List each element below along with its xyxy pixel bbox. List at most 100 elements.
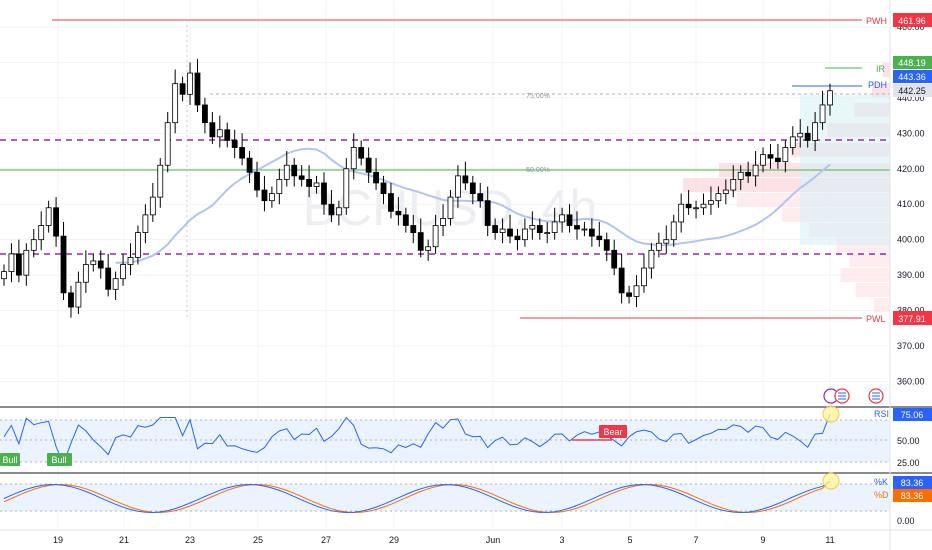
candle-body bbox=[730, 179, 737, 191]
candle-body bbox=[432, 225, 439, 248]
price-tick-label: 420.00 bbox=[897, 164, 925, 174]
candle-body bbox=[514, 235, 521, 241]
svg-text:442.25: 442.25 bbox=[898, 86, 926, 96]
candle-body bbox=[268, 193, 275, 202]
stoch-highlight bbox=[822, 472, 840, 490]
candle-body bbox=[655, 242, 662, 251]
candle-body bbox=[216, 129, 223, 138]
rsi-title: RSI bbox=[874, 409, 889, 419]
candle-body bbox=[752, 164, 759, 177]
candle-body bbox=[194, 72, 201, 106]
svg-text:461.96: 461.96 bbox=[898, 16, 926, 26]
candle-body bbox=[648, 249, 655, 269]
candle-body bbox=[529, 225, 536, 230]
candles bbox=[1, 58, 833, 318]
candle-body bbox=[574, 225, 580, 230]
candle-body bbox=[187, 72, 193, 95]
candle-body bbox=[90, 260, 97, 265]
candle-body bbox=[395, 210, 402, 216]
candle-body bbox=[53, 207, 59, 237]
candle-body bbox=[373, 171, 379, 184]
rsi-pane[interactable]: Bull Bull Bear RSI 75.06 50.00 25.00 bbox=[0, 405, 932, 468]
bull-tag-1: Bull bbox=[0, 453, 20, 466]
candle-body bbox=[127, 257, 134, 265]
svg-text:443.36: 443.36 bbox=[898, 72, 926, 82]
stoch-k-label: %K bbox=[874, 477, 888, 487]
candle-body bbox=[685, 203, 692, 209]
candle-body bbox=[239, 147, 246, 159]
candle-body bbox=[484, 200, 491, 226]
candle-body bbox=[1, 271, 7, 280]
candle-body bbox=[202, 104, 208, 124]
candle-body bbox=[388, 193, 394, 212]
stoch-k-line bbox=[3, 480, 831, 514]
candle-body bbox=[135, 232, 141, 258]
time-tick-label: 7 bbox=[693, 535, 698, 545]
candle-body bbox=[417, 232, 424, 251]
svg-text:Bull: Bull bbox=[51, 455, 66, 465]
candle-body bbox=[827, 90, 833, 106]
svg-text:Bear: Bear bbox=[603, 427, 622, 437]
candle-body bbox=[536, 225, 543, 233]
candle-body bbox=[97, 260, 104, 269]
candle-body bbox=[343, 168, 350, 209]
pwh-price-tag: 461.96 bbox=[893, 13, 932, 27]
candle-body bbox=[663, 239, 670, 244]
time-tick-label: 11 bbox=[825, 535, 834, 545]
candle-body bbox=[291, 164, 298, 177]
pwl-label: PWL bbox=[866, 314, 886, 324]
candle-body bbox=[455, 175, 461, 198]
time-tick-label: 29 bbox=[389, 535, 399, 545]
stoch-d-label: %D bbox=[874, 490, 889, 500]
candle-body bbox=[380, 182, 387, 194]
economic-event-icons[interactable] bbox=[823, 388, 884, 404]
price-tick-label: 440.00 bbox=[897, 93, 925, 103]
candle-body bbox=[693, 207, 699, 210]
candle-body bbox=[15, 253, 22, 276]
stoch-band bbox=[0, 484, 890, 511]
stoch-d-value: 83.36 bbox=[901, 491, 924, 501]
candle-body bbox=[700, 203, 707, 209]
volume-profile-bar bbox=[882, 63, 890, 77]
candle-body bbox=[45, 207, 52, 226]
pwh-label: PWH bbox=[866, 16, 887, 26]
pwl-price-tag: 377.91 bbox=[893, 311, 932, 325]
time-tick-label: 25 bbox=[253, 535, 263, 545]
svg-text:Bull: Bull bbox=[2, 455, 17, 465]
candle-body bbox=[626, 292, 632, 297]
candle-body bbox=[789, 136, 796, 148]
candle-body bbox=[767, 154, 774, 159]
candle-body bbox=[358, 147, 365, 159]
time-tick-label: Jun bbox=[486, 535, 501, 545]
candle-body bbox=[618, 267, 625, 294]
candle-body bbox=[596, 235, 603, 241]
candle-body bbox=[737, 171, 744, 180]
candle-body bbox=[261, 189, 268, 202]
candle-body bbox=[30, 239, 37, 251]
ir-label: IR bbox=[876, 64, 886, 74]
price-tick-label: 400.00 bbox=[897, 235, 925, 245]
candle-body bbox=[105, 267, 112, 290]
candle-body bbox=[246, 157, 253, 173]
candle-body bbox=[425, 246, 432, 251]
stoch-pane[interactable]: %K %D 83.36 83.36 0.00 bbox=[0, 472, 932, 526]
candle-body bbox=[708, 200, 714, 205]
time-axis[interactable]: 19 21 23 25 27 29 Jun 3 5 7 9 11 bbox=[53, 535, 835, 545]
stoch-k-value: 83.36 bbox=[901, 478, 924, 488]
candle-body bbox=[641, 267, 647, 287]
price-tick-label: 390.00 bbox=[897, 270, 925, 280]
candle-body bbox=[75, 281, 82, 308]
candle-body bbox=[276, 179, 283, 194]
svg-text:448.19: 448.19 bbox=[898, 58, 926, 68]
candle-body bbox=[760, 154, 766, 166]
candle-body bbox=[283, 164, 290, 180]
candle-body bbox=[321, 182, 327, 205]
rsi-highlight bbox=[822, 405, 840, 423]
candle-body bbox=[499, 228, 506, 233]
rsi-line bbox=[3, 413, 831, 465]
candle-body bbox=[82, 264, 89, 283]
rsi-value: 75.06 bbox=[901, 410, 924, 420]
rsi-value-tag bbox=[893, 408, 932, 421]
candle-body bbox=[365, 157, 372, 173]
